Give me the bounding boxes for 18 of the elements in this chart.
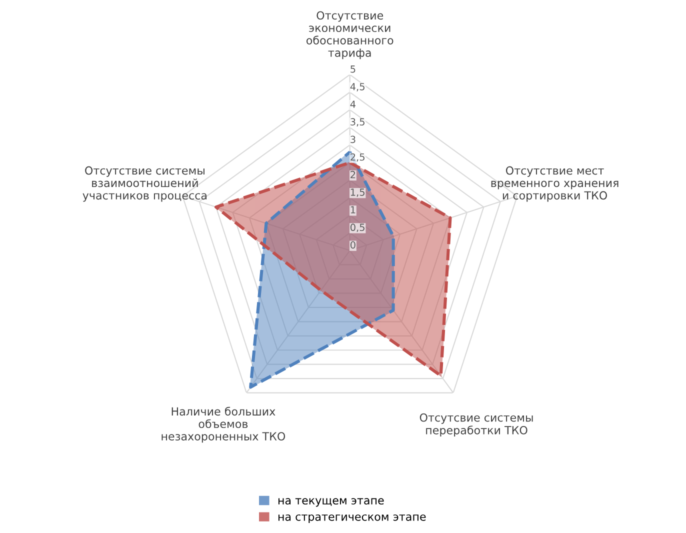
spoke-label: Наличие больших объемов незахороненных ТКО — [162, 406, 286, 443]
legend-label: на стратегическом этапе — [278, 514, 426, 523]
y-tick-label: 0 — [350, 241, 356, 249]
y-tick-label: 2 — [350, 170, 356, 178]
spoke-label: Отсутствие мест временного хранения и сортировки ТКО — [491, 166, 618, 202]
y-tick-label: 1 — [350, 206, 356, 214]
y-tick-label: 1,5 — [350, 188, 364, 197]
spoke-label: Отсутствие экономически обоснованного тарифа — [306, 11, 394, 60]
spoke-label: Отсутствие системы взаимоотношений участников процесса — [82, 166, 206, 202]
y-tick-label: 2,5 — [350, 153, 364, 162]
y-tick-label: 4 — [350, 100, 356, 108]
y-tick-label: 3 — [350, 136, 356, 144]
y-tick-label: 5 — [350, 66, 356, 73]
legend-label: на текущем этапе — [278, 498, 384, 507]
y-tick-label: 3,5 — [350, 118, 364, 126]
y-tick-label: 4,5 — [350, 83, 364, 92]
spoke-label: Отсутсвие системы переработки ТКО — [420, 413, 533, 437]
y-tick-label: 0,5 — [350, 224, 364, 232]
